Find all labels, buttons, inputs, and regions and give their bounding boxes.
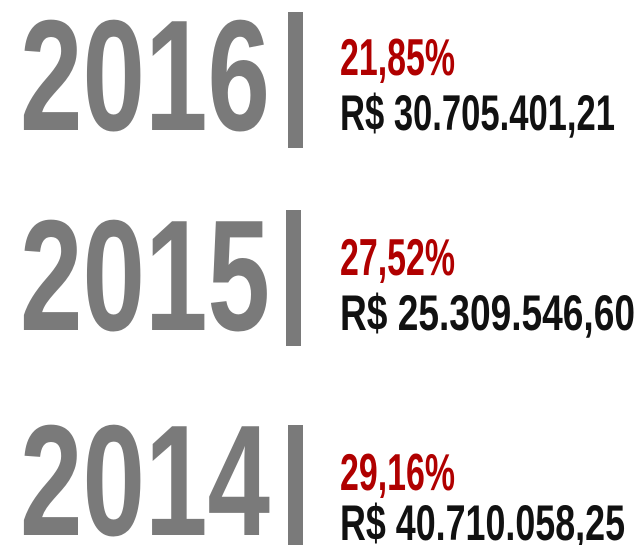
percent: 27,52% — [340, 229, 455, 287]
divider — [286, 210, 301, 346]
amount: R$ 30.705.401,21 — [340, 85, 615, 141]
year: 2016 — [20, 0, 270, 164]
divider — [288, 12, 303, 148]
year: 2014 — [20, 393, 270, 545]
amount: R$ 25.309.546,60 — [340, 285, 635, 341]
year: 2015 — [20, 188, 270, 364]
percent: 29,16% — [340, 444, 455, 502]
divider — [288, 425, 303, 545]
percent: 21,85% — [340, 29, 455, 87]
amount: R$ 40.710.058,25 — [340, 495, 625, 545]
